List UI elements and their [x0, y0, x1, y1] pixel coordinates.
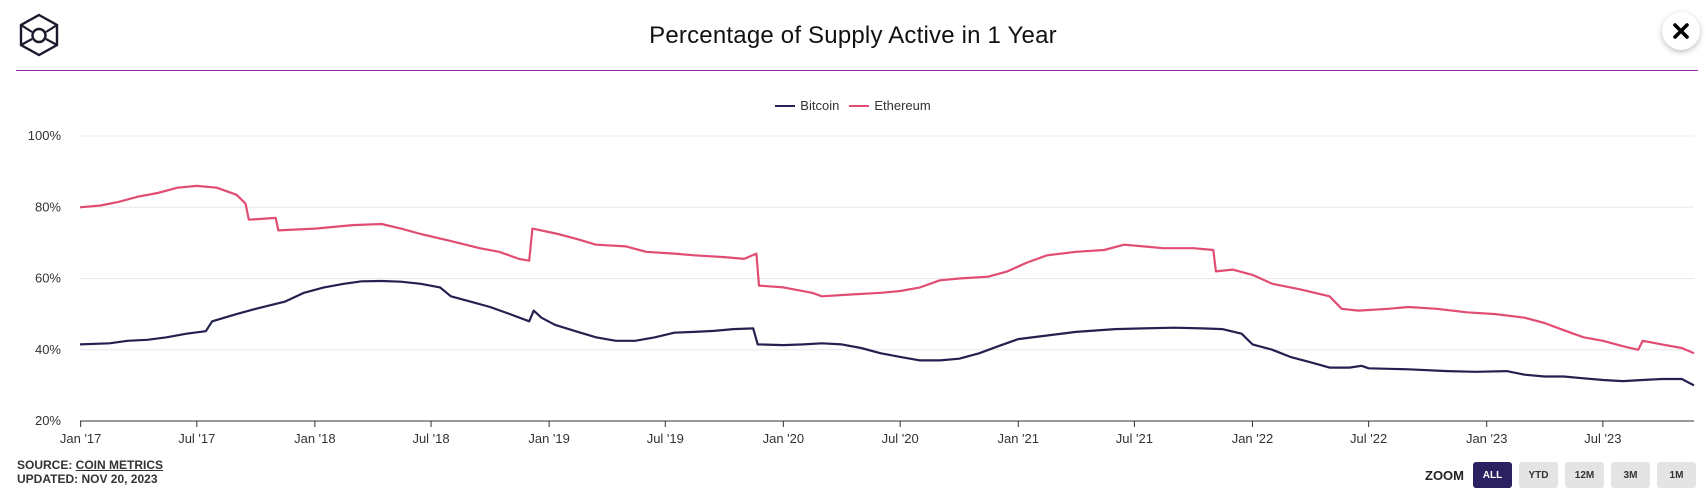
x-tick-label: Jul '20 — [882, 431, 919, 446]
zoom-1m-button[interactable]: 1M — [1657, 462, 1696, 488]
source-prefix: SOURCE: — [17, 458, 76, 472]
legend-swatch-ethereum — [849, 104, 870, 107]
x-tick-label: Jul '23 — [1584, 431, 1621, 446]
updated-date: UPDATED: NOV 20, 2023 — [17, 472, 158, 486]
x-tick-label: Jan '18 — [294, 431, 336, 446]
x-tick-label: Jul '19 — [647, 431, 684, 446]
x-tick-label: Jan '17 — [60, 431, 102, 446]
x-tick-label: Jan '23 — [1466, 431, 1508, 446]
legend-swatch-bitcoin — [775, 104, 796, 107]
close-button[interactable] — [1662, 12, 1700, 50]
chart-header: Percentage of Supply Active in 1 Year — [0, 0, 1706, 71]
zoom-all-button[interactable]: ALL — [1473, 462, 1512, 488]
y-tick-label: 60% — [35, 271, 61, 286]
x-tick-label: Jan '22 — [1232, 431, 1274, 446]
source-info: SOURCE: COIN METRICS UPDATED: NOV 20, 20… — [17, 458, 163, 486]
x-tick-label: Jan '20 — [763, 431, 805, 446]
y-tick-label: 40% — [35, 342, 61, 357]
y-tick-label: 80% — [35, 199, 61, 214]
zoom-3m-button[interactable]: 3M — [1611, 462, 1650, 488]
x-tick-label: Jul '17 — [178, 431, 215, 446]
y-tick-label: 20% — [35, 413, 61, 428]
x-tick-label: Jan '19 — [528, 431, 570, 446]
zoom-ytd-button[interactable]: YTD — [1519, 462, 1558, 488]
series-line-ethereum — [79, 184, 1695, 355]
page-title: Percentage of Supply Active in 1 Year — [649, 22, 1057, 49]
chart-legend: Bitcoin Ethereum — [0, 98, 1706, 113]
series-line-bitcoin — [79, 279, 1695, 387]
zoom-label: ZOOM — [1425, 467, 1464, 483]
x-tick-label: Jul '18 — [412, 431, 449, 446]
legend-item-bitcoin[interactable]: Bitcoin — [775, 98, 839, 113]
line-chart: 20% 40% 60% 80% 100% Jan '17 Jul '17 Jan '18 Jul… — [28, 128, 1695, 446]
zoom-controls: ZOOM ALL YTD 12M 3M 1M — [1425, 462, 1696, 488]
x-tick-label: Jul '22 — [1350, 431, 1387, 446]
legend-item-ethereum[interactable]: Ethereum — [849, 98, 931, 113]
x-tick-label: Jul '21 — [1116, 431, 1153, 446]
header-divider — [16, 70, 1698, 71]
source-link[interactable]: COIN METRICS — [75, 458, 164, 472]
legend-label-ethereum: Ethereum — [874, 98, 931, 113]
legend-label-bitcoin: Bitcoin — [800, 98, 840, 113]
close-icon — [1673, 23, 1689, 39]
cube-logo-icon[interactable] — [16, 12, 62, 58]
zoom-12m-button[interactable]: 12M — [1565, 462, 1604, 488]
y-tick-label: 100% — [28, 128, 62, 143]
x-tick-label: Jan '21 — [997, 431, 1039, 446]
